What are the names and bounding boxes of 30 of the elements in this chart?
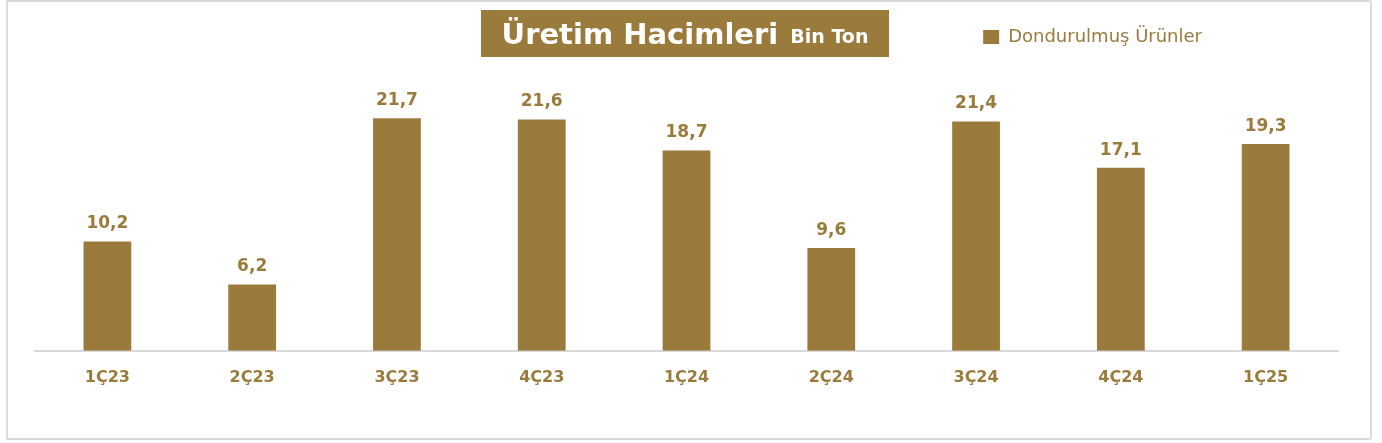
- chart-subtitle: Bin Ton: [790, 24, 869, 47]
- x-tick-label: 1Ç24: [663, 366, 710, 386]
- data-label: 19,3: [1244, 114, 1287, 135]
- data-label: 21,7: [375, 89, 418, 110]
- x-tick-label: 4Ç24: [1098, 366, 1144, 386]
- bar: [373, 118, 421, 351]
- data-label: 10,2: [86, 212, 129, 233]
- bar: [807, 247, 856, 351]
- bar: [662, 150, 711, 351]
- data-label: 21,6: [520, 90, 563, 111]
- data-label: 6,2: [237, 255, 268, 276]
- legend-label: Dondurulmuş Ürünler: [1008, 24, 1203, 46]
- bar: [1241, 144, 1290, 351]
- data-label: 9,6: [816, 218, 847, 239]
- x-tick-label: 3Ç23: [374, 366, 420, 386]
- bar: [228, 284, 277, 351]
- x-tick-label: 1Ç23: [84, 366, 130, 386]
- x-tick-label: 2Ç23: [229, 366, 275, 386]
- x-tick-label: 2Ç24: [808, 366, 854, 386]
- data-label: 18,7: [665, 121, 708, 142]
- bar: [83, 241, 132, 351]
- x-tick-label: 3Ç24: [953, 366, 999, 386]
- x-tick-label: 1Ç25: [1243, 366, 1289, 386]
- x-tick-label: 4Ç23: [519, 366, 565, 386]
- data-label: 21,4: [955, 92, 998, 113]
- bar: [952, 121, 1000, 351]
- bar: [1096, 167, 1145, 351]
- chart-title: Üretim Hacimleri: [501, 16, 779, 51]
- bar: [517, 119, 566, 351]
- data-label: 17,1: [1099, 138, 1142, 159]
